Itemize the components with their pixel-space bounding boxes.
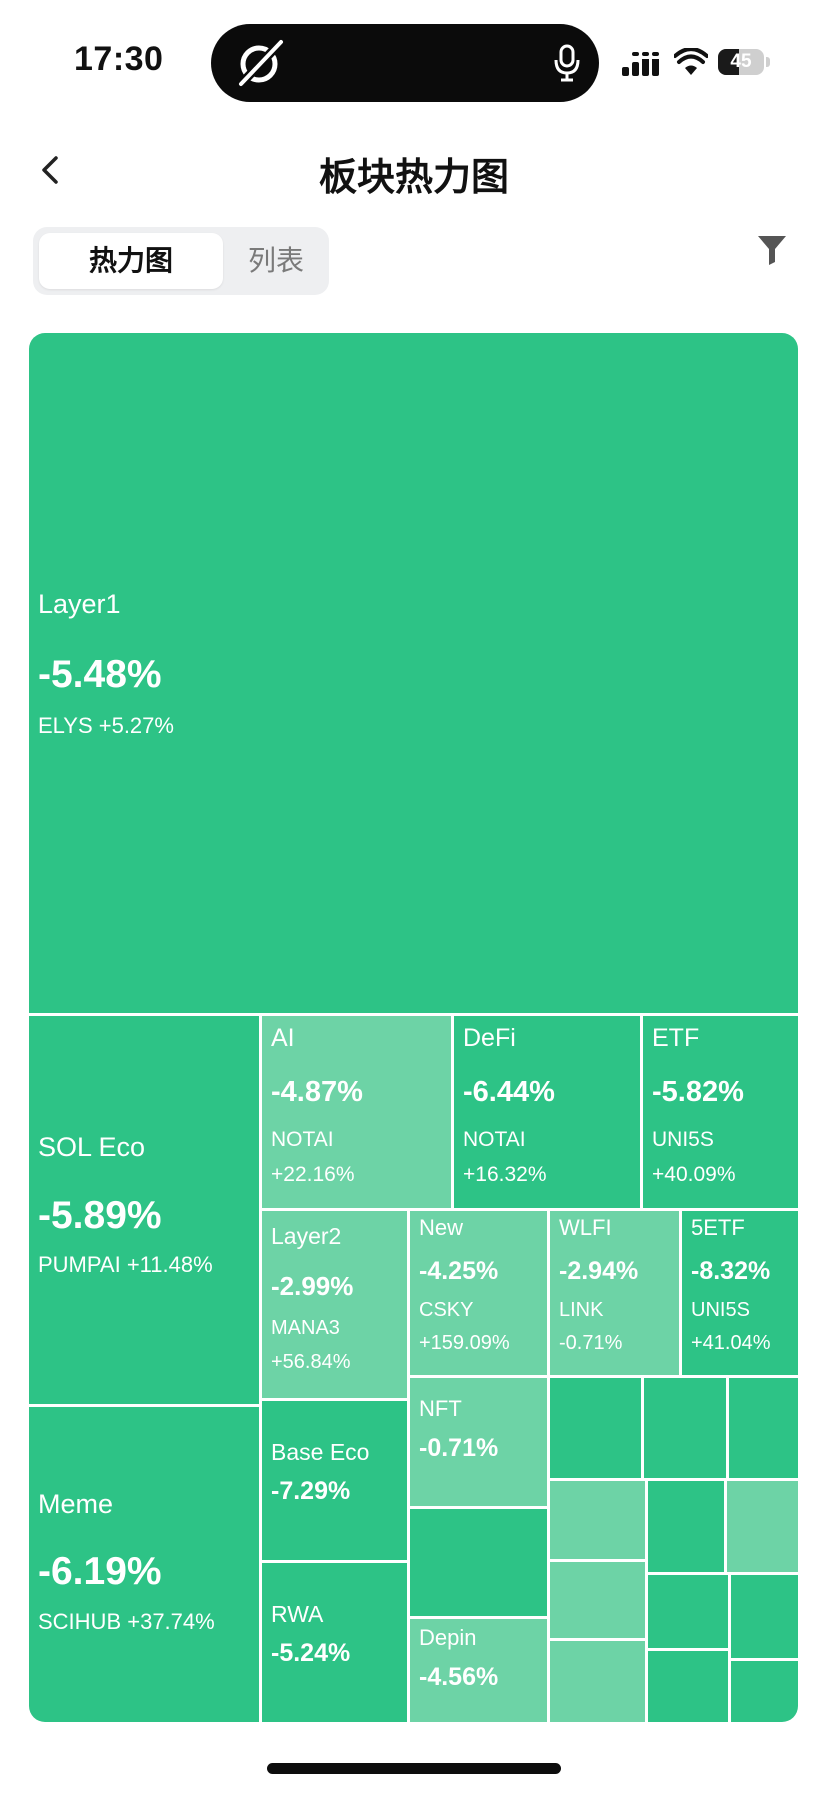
heatmap-cell-wlfi[interactable]: WLFI -2.94% LINK -0.71% — [550, 1211, 679, 1375]
sector-coin: UNI5S — [691, 1299, 750, 1321]
sector-name: Layer2 — [271, 1223, 342, 1249]
sector-change: -5.48% — [38, 653, 162, 696]
sector-coin: NOTAI — [271, 1128, 334, 1151]
heatmap-cell[interactable] — [731, 1661, 798, 1722]
sector-coin-change: +41.04% — [691, 1332, 771, 1354]
heatmap-cell-5etf[interactable]: 5ETF -8.32% UNI5S +41.04% — [682, 1211, 798, 1375]
sector-change: -7.29% — [271, 1477, 351, 1505]
heatmap-cell[interactable] — [727, 1481, 798, 1572]
heatmap-cell[interactable] — [550, 1641, 645, 1722]
sector-change: -4.25% — [419, 1257, 499, 1285]
sector-coin-change: +16.32% — [463, 1163, 547, 1186]
sector-coin: NOTAI — [463, 1128, 526, 1151]
heatmap-cell[interactable] — [550, 1481, 645, 1559]
status-time: 17:30 — [74, 40, 164, 78]
sector-coin: CSKY — [419, 1299, 474, 1321]
sector-change: -5.82% — [652, 1076, 744, 1108]
sector-top-coin: SCIHUB +37.74% — [38, 1609, 215, 1634]
sector-change: -2.94% — [559, 1257, 639, 1285]
sector-coin-change: +56.84% — [271, 1351, 351, 1373]
heatmap-cell-sol-eco[interactable]: SOL Eco -5.89% PUMPAI +11.48% — [29, 1016, 259, 1404]
sector-heatmap: Layer1 -5.48% ELYS +5.27% SOL Eco -5.89%… — [29, 333, 798, 1722]
heatmap-cell[interactable] — [550, 1378, 641, 1478]
heatmap-cell-layer1[interactable]: Layer1 -5.48% ELYS +5.27% — [29, 333, 798, 1013]
heatmap-cell[interactable] — [731, 1575, 798, 1658]
tab-heatmap[interactable]: 热力图 — [39, 233, 223, 289]
heatmap-cell-base-eco[interactable]: Base Eco -7.29% — [262, 1401, 407, 1560]
sector-change: -5.24% — [271, 1639, 351, 1667]
heatmap-cell[interactable] — [648, 1651, 728, 1722]
sector-coin: UNI5S — [652, 1128, 714, 1151]
view-toggle: 热力图 列表 — [33, 227, 329, 295]
wifi-icon — [674, 48, 708, 75]
sector-change: -5.89% — [38, 1194, 162, 1237]
heatmap-cell-nft[interactable]: NFT -0.71% — [410, 1378, 547, 1506]
sector-name: New — [419, 1215, 464, 1240]
heatmap-cell[interactable] — [648, 1481, 724, 1572]
sector-change: -6.19% — [38, 1550, 162, 1593]
sector-coin: MANA3 — [271, 1317, 340, 1339]
heatmap-cell[interactable] — [410, 1509, 547, 1616]
heatmap-cell-etf[interactable]: ETF -5.82% UNI5S +40.09% — [643, 1016, 798, 1208]
sector-name: Base Eco — [271, 1439, 370, 1465]
sector-change: -8.32% — [691, 1257, 771, 1285]
battery-body: 45 — [718, 49, 764, 75]
sector-change: -4.87% — [271, 1076, 363, 1108]
sector-coin: LINK — [559, 1299, 604, 1321]
sector-coin-change: -0.71% — [559, 1332, 623, 1354]
heatmap-cell[interactable] — [729, 1378, 798, 1478]
heatmap-cell-layer2[interactable]: Layer2 -2.99% MANA3 +56.84% — [262, 1211, 407, 1398]
home-indicator — [267, 1763, 561, 1774]
cellular-signal-icon — [622, 52, 662, 76]
sector-name: WLFI — [559, 1215, 612, 1240]
sector-name: NFT — [419, 1396, 462, 1421]
microphone-icon — [554, 44, 580, 82]
sector-change: -6.44% — [463, 1076, 555, 1108]
status-bar: 17:30 45 — [0, 0, 828, 120]
back-arrow-icon[interactable] — [36, 150, 66, 190]
sector-coin-change: +159.09% — [419, 1332, 510, 1354]
sector-name: RWA — [271, 1601, 324, 1627]
sector-coin-change: +22.16% — [271, 1163, 355, 1186]
sector-name: Depin — [419, 1625, 477, 1650]
heatmap-cell-new[interactable]: New -4.25% CSKY +159.09% — [410, 1211, 547, 1375]
sector-name: DeFi — [463, 1024, 516, 1052]
heatmap-cell-depin[interactable]: Depin -4.56% — [410, 1619, 547, 1722]
dynamic-island — [211, 24, 599, 102]
filter-icon[interactable] — [756, 232, 788, 266]
battery-indicator: 45 — [718, 49, 772, 77]
heatmap-cell[interactable] — [648, 1575, 728, 1648]
page-title: 板块热力图 — [318, 157, 509, 199]
sector-change: -4.56% — [419, 1663, 499, 1691]
app-logo-icon — [235, 38, 285, 90]
sector-coin-change: +40.09% — [652, 1163, 736, 1186]
battery-fill — [718, 49, 739, 75]
sector-name: Meme — [38, 1489, 114, 1519]
sector-name: SOL Eco — [38, 1132, 146, 1162]
heatmap-cell[interactable] — [550, 1562, 645, 1638]
sector-top-coin: PUMPAI +11.48% — [38, 1252, 213, 1277]
sector-top-coin: ELYS +5.27% — [38, 713, 174, 738]
sector-change: -2.99% — [271, 1271, 354, 1301]
sector-name: 5ETF — [691, 1215, 745, 1240]
sector-change: -0.71% — [419, 1434, 499, 1462]
heatmap-cell-defi[interactable]: DeFi -6.44% NOTAI +16.32% — [454, 1016, 640, 1208]
sector-name: AI — [271, 1024, 295, 1052]
heatmap-cell-rwa[interactable]: RWA -5.24% — [262, 1563, 407, 1722]
heatmap-cell-ai[interactable]: AI -4.87% NOTAI +22.16% — [262, 1016, 451, 1208]
battery-nub — [766, 57, 770, 67]
heatmap-cell[interactable] — [644, 1378, 726, 1478]
sector-name: ETF — [652, 1024, 700, 1052]
battery-percentage: 45 — [730, 51, 752, 72]
tab-list[interactable]: 列表 — [247, 245, 304, 276]
sector-name: Layer1 — [38, 589, 121, 619]
heatmap-cell-meme[interactable]: Meme -6.19% SCIHUB +37.74% — [29, 1407, 259, 1722]
